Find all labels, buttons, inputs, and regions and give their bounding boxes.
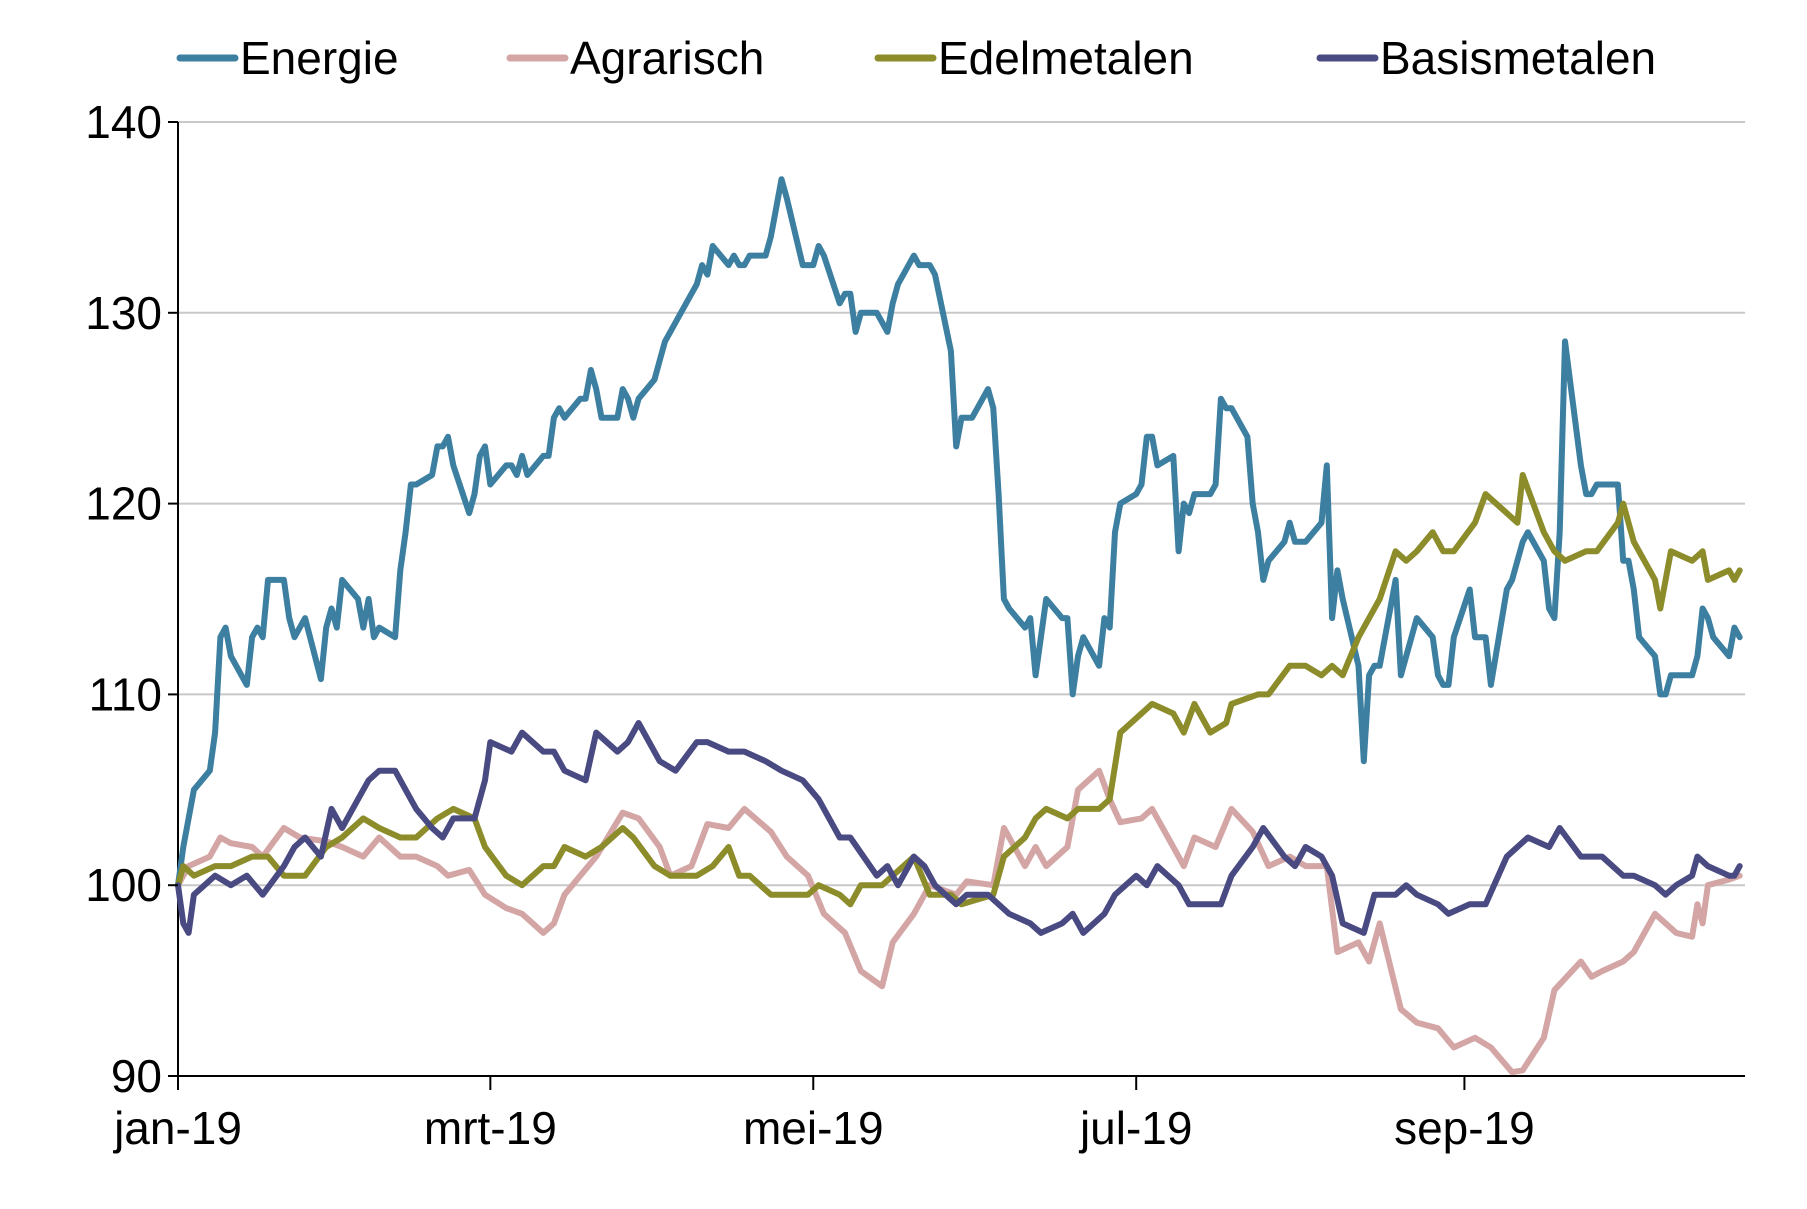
legend: Energie Agrarisch Edelmetalen Basismetalen [176, 32, 1656, 84]
series-layer [175, 176, 1743, 1076]
x-tick-label-jul-19: jul-19 [1078, 1102, 1193, 1154]
x-tick-label-mei-19: mei-19 [743, 1102, 884, 1154]
y-tick-label-90: 90 [111, 1050, 162, 1102]
y-tick-label-110: 110 [89, 668, 162, 720]
series-line-energie [175, 176, 1743, 889]
legend-label-energie: Energie [240, 32, 399, 84]
legend-label-basismetalen: Basismetalen [1380, 32, 1656, 84]
x-tick-label-mrt-19: mrt-19 [424, 1102, 557, 1154]
x-axis-ticks: jan-19 mrt-19 mei-19 jul-19 sep-19 [112, 1076, 1535, 1154]
y-axis-ticks: 90 100 110 120 130 140 [85, 96, 178, 1102]
y-tick-label-100: 100 [85, 859, 162, 911]
series-line-edelmetalen [175, 472, 1743, 908]
x-tick-label-jan-19: jan-19 [112, 1102, 242, 1154]
legend-label-agrarisch: Agrarisch [570, 32, 764, 84]
gridlines [178, 121, 1745, 887]
y-tick-label-130: 130 [85, 287, 162, 339]
axes [177, 122, 1745, 1077]
y-tick-label-140: 140 [85, 96, 162, 148]
x-tick-label-sep-19: sep-19 [1394, 1102, 1535, 1154]
y-tick-label-120: 120 [85, 478, 162, 530]
legend-label-edelmetalen: Edelmetalen [938, 32, 1194, 84]
series-line-basismetalen [175, 720, 1743, 936]
series-line-agrarisch [175, 767, 1743, 1076]
